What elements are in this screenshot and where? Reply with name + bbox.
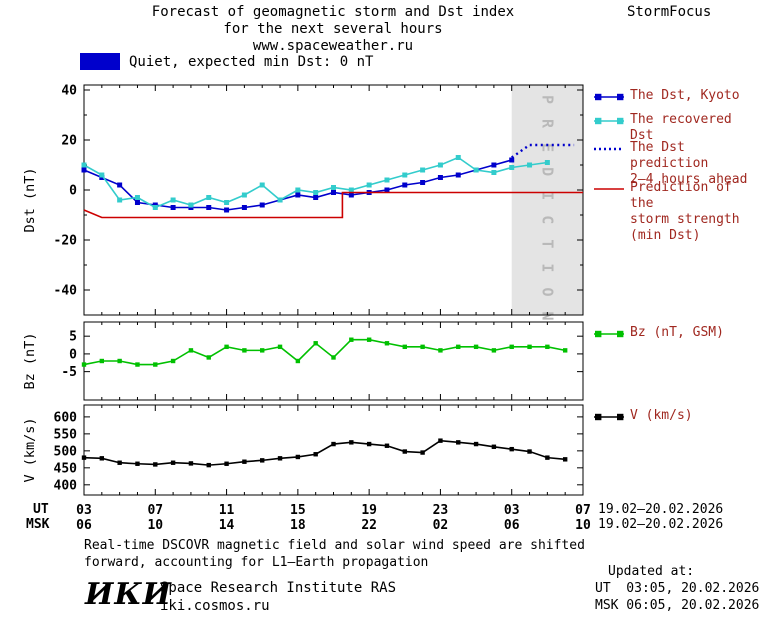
bz-marker-icon — [594, 328, 624, 338]
svg-text:02: 02 — [433, 518, 449, 533]
prediction-band — [511, 85, 583, 315]
page-title: Forecast of geomagnetic storm and Dst in… — [78, 4, 588, 55]
footer-note-line-2: forward, accounting for L1–Earth propaga… — [84, 555, 429, 570]
svg-text:07: 07 — [147, 503, 163, 518]
title-line-1: Forecast of geomagnetic storm and Dst in… — [151, 4, 515, 20]
title-url: www.spaceweather.ru — [252, 38, 414, 54]
svg-text:0: 0 — [69, 347, 77, 362]
storm-strength-marker-icon — [594, 183, 624, 193]
msk-dates: 19.02–20.02.2026 — [598, 517, 724, 532]
y-axis-label: Bz (nT) — [22, 333, 38, 390]
v-panel: 600 550 500 450 400 V (km/s) — [22, 404, 584, 496]
svg-text:15: 15 — [290, 503, 306, 518]
svg-text:-40: -40 — [54, 284, 78, 299]
svg-text:11: 11 — [219, 503, 235, 518]
v-marker-icon — [594, 411, 624, 421]
svg-text:20: 20 — [61, 134, 77, 149]
svg-text:07: 07 — [575, 503, 591, 518]
title-line-2: for the next several hours — [223, 21, 443, 37]
svg-text:0: 0 — [69, 184, 77, 199]
svg-text:550: 550 — [54, 427, 78, 442]
svg-text:600: 600 — [54, 410, 78, 425]
recovered-dst-marker-icon — [594, 115, 624, 125]
legend-item-bz: Bz (nT, GSM) — [594, 325, 724, 341]
svg-text:18: 18 — [290, 518, 306, 533]
institute-name: Space Research Institute RAS — [160, 580, 397, 596]
series-v-km-s- — [83, 439, 566, 466]
updated-msk: MSK 06:05, 20.02.2026 — [595, 598, 760, 613]
svg-text:03: 03 — [76, 503, 92, 518]
legend-label: The recovered Dst — [630, 112, 732, 143]
series-prediction-of-the-storm-strength-min-dst- — [83, 191, 583, 219]
msk-row-header: MSK — [26, 517, 50, 532]
svg-text:450: 450 — [54, 461, 78, 476]
status-row: Quiet, expected min Dst: 0 nT — [80, 53, 373, 70]
svg-text:-20: -20 — [54, 234, 78, 249]
bz-panel: 5 0 -5 Bz (nT) — [22, 321, 584, 401]
legend-label: V (km/s) — [630, 408, 693, 423]
svg-text:40: 40 — [61, 84, 77, 99]
status-label: Quiet, expected min Dst: 0 nT — [129, 53, 374, 70]
institute-url: iki.cosmos.ru — [160, 598, 270, 614]
legend-item-v: V (km/s) — [594, 408, 693, 424]
updated-title: Updated at: — [608, 564, 695, 579]
svg-text:400: 400 — [54, 478, 78, 493]
dst-kyoto-marker-icon — [594, 91, 624, 101]
legend-label: The Dst prediction 2–4 hours ahead — [630, 140, 748, 187]
svg-text:03: 03 — [504, 503, 520, 518]
ut-row-header: UT — [33, 502, 49, 517]
legend-label: Bz (nT, GSM) — [630, 325, 724, 340]
legend-label: The Dst, Kyoto — [630, 88, 740, 103]
prediction-band-label: P R E D I C T I O N — [539, 95, 557, 324]
ut-dates: 19.02–20.02.2026 — [598, 502, 724, 517]
svg-text:23: 23 — [433, 503, 449, 518]
dst-panel: P R E D I C T I O N 40 20 0 -20 -40 Dst (nT) — [22, 84, 584, 324]
svg-text:22: 22 — [361, 518, 377, 533]
footer-note-line-1: Real-time DSCOVR magnetic field and sola… — [84, 538, 585, 553]
iki-logo: ИКИ — [85, 577, 172, 612]
svg-text:5: 5 — [69, 330, 77, 345]
brand-stormfocus: StormFocus — [627, 4, 712, 20]
svg-text:06: 06 — [76, 518, 92, 533]
svg-text:14: 14 — [219, 518, 235, 533]
series-the-dst-kyoto — [83, 159, 512, 211]
svg-text:-5: -5 — [61, 365, 77, 380]
svg-text:06: 06 — [504, 518, 520, 533]
svg-text:500: 500 — [54, 444, 78, 459]
series-bz-nt-gsm- — [83, 338, 566, 366]
legend-label: Prediction of the storm strength (min Ds… — [630, 180, 740, 243]
updated-ut: UT 03:05, 20.02.2026 — [595, 581, 760, 596]
svg-text:19: 19 — [361, 503, 377, 518]
svg-text:10: 10 — [147, 518, 163, 533]
legend-item-dst-prediction: The Dst prediction 2–4 hours ahead — [594, 140, 760, 188]
status-color-swatch — [80, 53, 120, 70]
y-axis-label: V (km/s) — [22, 417, 38, 482]
legend-item-recovered-dst: The recovered Dst — [594, 112, 760, 144]
y-axis-label: Dst (nT) — [22, 167, 38, 232]
dst-prediction-marker-icon — [594, 143, 624, 153]
svg-text:10: 10 — [575, 518, 591, 533]
legend-item-storm-strength: Prediction of the storm strength (min Ds… — [594, 180, 760, 244]
legend-item-dst-kyoto: The Dst, Kyoto — [594, 88, 740, 104]
